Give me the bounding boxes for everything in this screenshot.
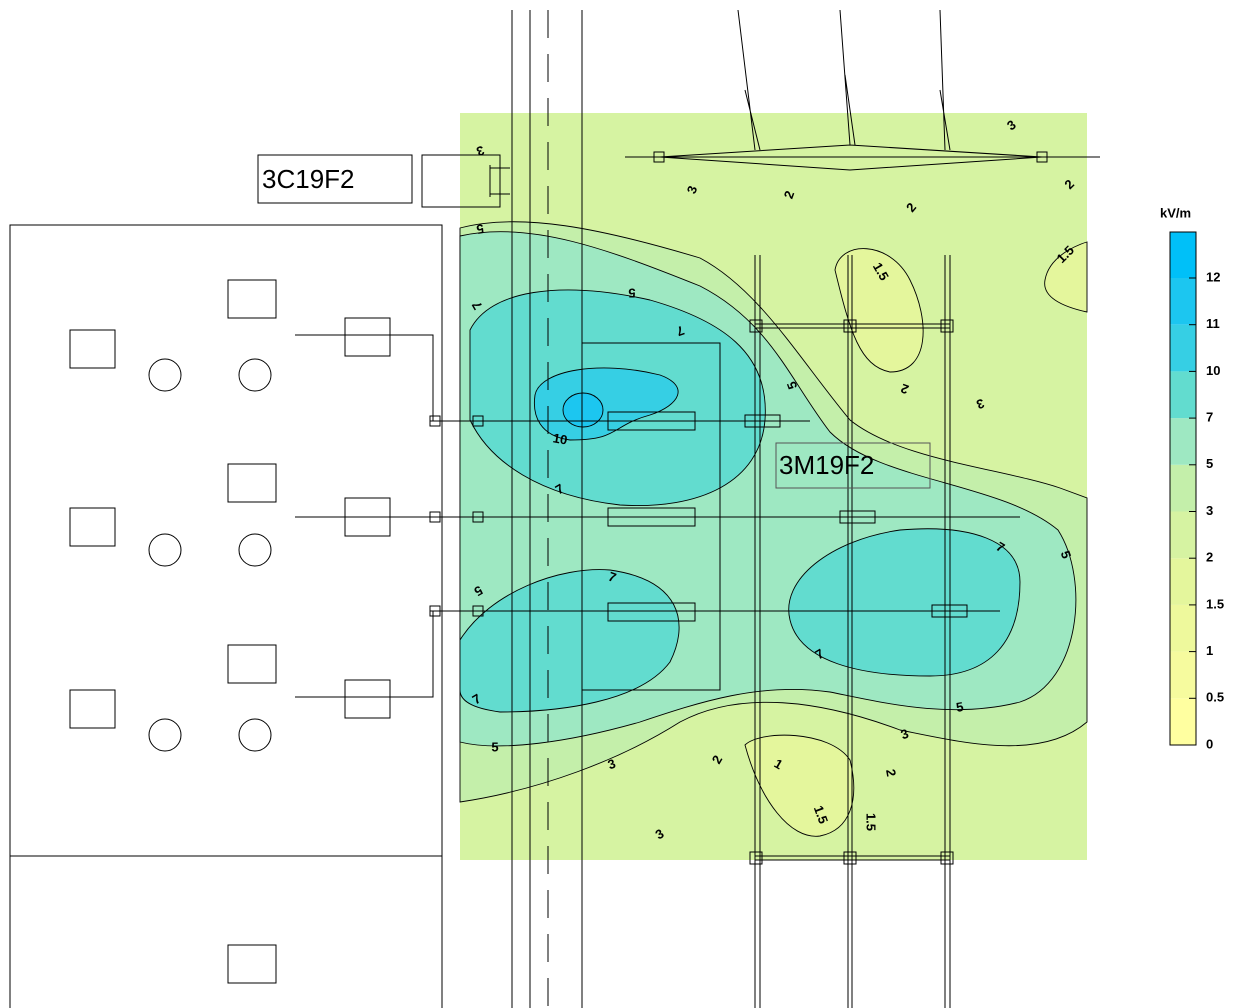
contour-label: 1.5 xyxy=(811,804,831,826)
colorbar-band xyxy=(1170,418,1196,465)
insulator xyxy=(1036,151,1048,163)
colorbar-band xyxy=(1170,371,1196,419)
contour-label: 7 xyxy=(674,323,686,340)
equipment xyxy=(607,602,696,622)
contour-region xyxy=(788,528,1021,677)
contour-label: 5 xyxy=(1058,549,1075,561)
colorbar-band xyxy=(1170,511,1196,559)
colorbar-label: 0 xyxy=(1206,736,1213,751)
colorbar-band xyxy=(1170,232,1196,278)
busbar xyxy=(755,323,950,861)
contour-label: 3 xyxy=(474,143,486,160)
contour-region xyxy=(1044,241,1088,313)
colorbar-label: 12 xyxy=(1206,269,1220,284)
label-box xyxy=(257,154,413,204)
line xyxy=(625,9,1100,171)
feeder-label: 3C19F2 xyxy=(262,164,355,194)
colorbar-label: 2 xyxy=(1206,550,1213,565)
colorbar-label: 0.5 xyxy=(1206,690,1224,705)
contour-label: 5 xyxy=(955,699,965,715)
colorbar-band xyxy=(1170,558,1196,605)
contour-field xyxy=(459,113,1088,860)
legend-title: kV/m xyxy=(1160,205,1191,220)
colorbar-label: 1 xyxy=(1206,643,1213,658)
colorbar-label: 10 xyxy=(1206,363,1220,378)
line xyxy=(754,255,951,1008)
contour-label: 2 xyxy=(899,381,911,398)
line xyxy=(489,165,510,197)
colorbar-band xyxy=(1170,604,1196,652)
contour-label: 5 xyxy=(784,379,801,391)
contour-region xyxy=(744,734,855,837)
contour-region xyxy=(834,248,924,373)
panel xyxy=(9,224,443,1008)
contour-label: 3 xyxy=(899,726,911,743)
contour-label: 7 xyxy=(606,569,618,586)
colorbar-band xyxy=(1170,278,1196,325)
insulator xyxy=(653,151,665,163)
symbols xyxy=(69,279,968,984)
colorbar-label: 11 xyxy=(1206,316,1220,331)
contour-label: 2 xyxy=(781,189,798,201)
contour-region xyxy=(459,569,680,713)
colorbar-label: 5 xyxy=(1206,456,1213,471)
contour-label: 5 xyxy=(491,739,498,754)
colorbar-label: 1.5 xyxy=(1206,596,1224,611)
contour-label: 5 xyxy=(628,286,635,301)
contour-label: 2 xyxy=(883,768,899,778)
label-box xyxy=(775,442,931,489)
feeder-label: 3M19F2 xyxy=(779,450,874,480)
contour-label: 1.5 xyxy=(864,813,879,831)
colorbar-band xyxy=(1170,324,1196,372)
contour-label: 3 xyxy=(606,756,618,773)
colorbar-band xyxy=(1170,698,1196,745)
contour-label: 3 xyxy=(684,184,701,196)
contour-label: 3 xyxy=(974,396,986,413)
contour-label: 5 xyxy=(475,221,485,237)
colorbar-label: 7 xyxy=(1206,410,1213,425)
colorbar-frame xyxy=(1169,231,1197,746)
line xyxy=(295,334,434,698)
contour-label: 10 xyxy=(552,430,569,447)
colorbar: 0 0.5 1 1.5 2 3 5 7 10 11 12 xyxy=(1169,231,1224,751)
equipment xyxy=(421,154,501,208)
colorbar-label: 3 xyxy=(1206,503,1213,518)
colorbar-band xyxy=(1170,651,1196,699)
contour-region xyxy=(562,392,604,428)
substation-layout xyxy=(9,9,1100,1008)
colorbar-band xyxy=(1170,464,1196,512)
